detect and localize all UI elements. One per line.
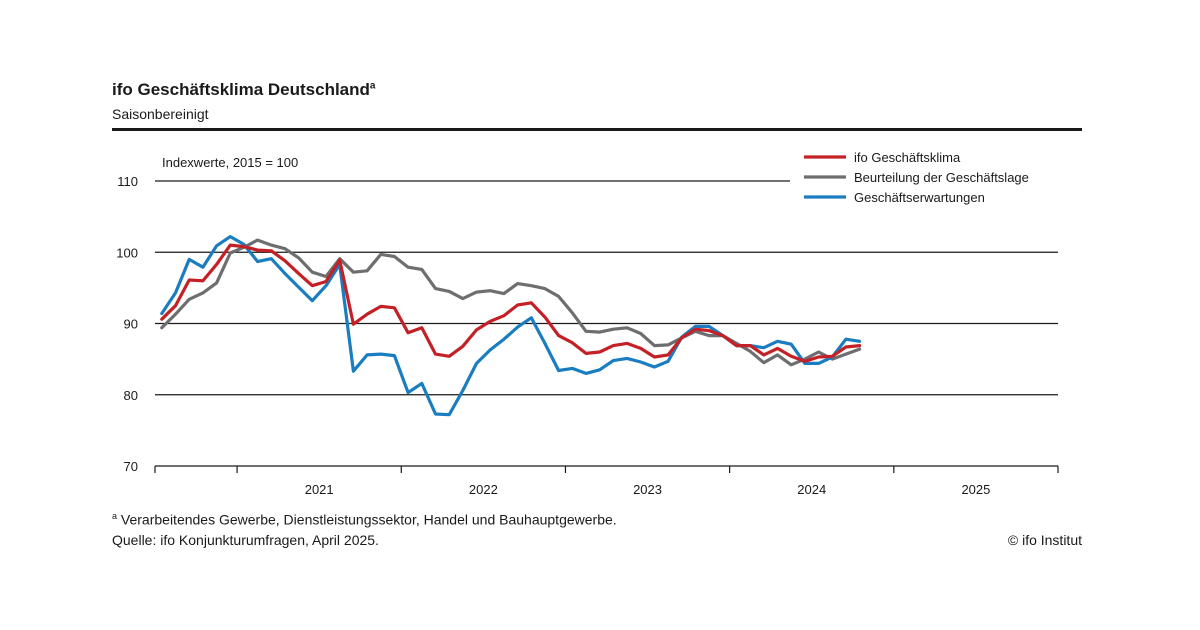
series-line-3 xyxy=(160,235,862,417)
y-tick-label-90: 90 xyxy=(124,317,138,332)
y-tick-label-110: 110 xyxy=(117,174,138,189)
chart-subtitle: Saisonbereinigt xyxy=(112,106,209,122)
x-tick-label-2021: 2021 xyxy=(305,482,334,497)
chart-title: ifo Geschäftsklima Deutschlanda xyxy=(112,80,375,100)
legend-label-1: ifo Geschäftsklima xyxy=(854,150,961,165)
y-tick-label-70: 70 xyxy=(124,459,138,474)
copyright: © ifo Institut xyxy=(1007,532,1082,548)
legend-label-2: Beurteilung der Geschäftslage xyxy=(854,170,1029,185)
series-line-1 xyxy=(160,243,862,363)
legend-label-3: Geschäftserwartungen xyxy=(854,190,985,205)
unit-label: Indexwerte, 2015 = 100 xyxy=(162,155,298,170)
x-tick-label-2022: 2022 xyxy=(469,482,498,497)
x-tick-label-2024: 2024 xyxy=(797,482,826,497)
footnote-text: Verarbeitendes Gewerbe, Dienstleistungss… xyxy=(120,511,617,528)
footnote: a Verarbeitendes Gewerbe, Dienstleistung… xyxy=(112,511,617,528)
chart-title-text: ifo Geschäftsklima Deutschland xyxy=(112,80,370,99)
x-tick-label-2025: 2025 xyxy=(961,482,990,497)
source-note: Quelle: ifo Konjunkturumfragen, April 20… xyxy=(112,532,379,548)
y-tick-label-100: 100 xyxy=(116,245,138,260)
series-line-2 xyxy=(160,238,862,367)
footnote-marker: a xyxy=(112,511,118,521)
title-rule xyxy=(112,128,1082,131)
y-tick-label-80: 80 xyxy=(124,388,138,403)
title-footnote-marker: a xyxy=(369,80,376,92)
x-tick-label-2023: 2023 xyxy=(633,482,662,497)
